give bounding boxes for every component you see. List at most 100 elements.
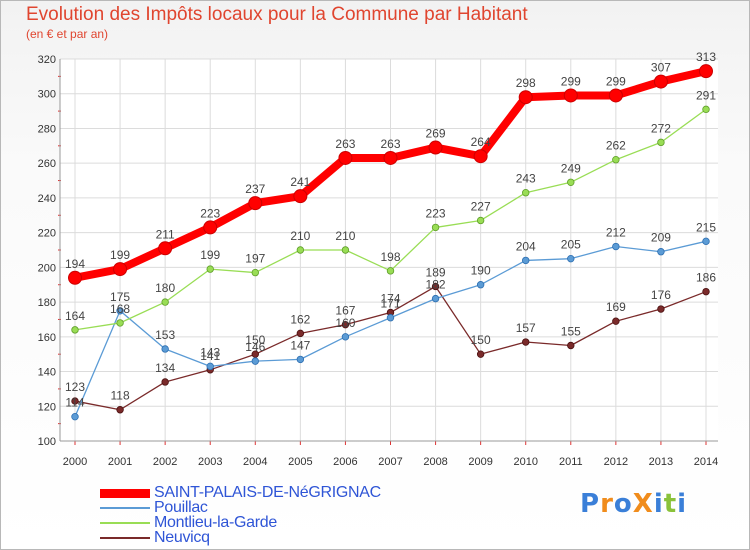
y-tick-label: 220 (38, 228, 56, 240)
logo-letter: P (580, 489, 601, 519)
x-tick-label: 2001 (108, 456, 132, 468)
data-point (251, 357, 259, 365)
data-point (341, 246, 350, 254)
data-label: 180 (155, 281, 175, 295)
x-tick-label: 2013 (649, 456, 673, 468)
data-point (116, 307, 124, 315)
y-tick-label: 240 (38, 193, 56, 205)
data-label: 160 (335, 316, 355, 330)
data-label: 249 (561, 161, 581, 175)
data-label: 174 (380, 292, 400, 306)
data-label: 164 (65, 309, 85, 323)
data-point (161, 345, 169, 353)
data-label: 205 (561, 238, 581, 252)
data-point (71, 412, 79, 421)
legend-label: Montlieu-la-Garde (154, 514, 277, 531)
data-point (612, 317, 620, 325)
data-point (657, 248, 665, 256)
logo-letter: o (613, 489, 633, 519)
data-label: 263 (380, 137, 400, 151)
data-label: 210 (290, 229, 310, 243)
series-1 (71, 237, 710, 421)
x-tick-label: 2007 (378, 456, 402, 468)
data-point (431, 223, 440, 232)
x-tick-label: 2009 (468, 456, 492, 468)
line-chart: 100 120 140 160 180 200 220 240 260 280 300 320 2000… (38, 50, 719, 468)
y-tick-label: 260 (38, 158, 56, 170)
data-label: 182 (426, 278, 446, 292)
data-label: 114 (65, 396, 84, 410)
data-point (608, 88, 623, 103)
data-point (567, 341, 575, 350)
data-label: 272 (651, 121, 671, 135)
logo-letter: X (632, 489, 654, 519)
series-layer (68, 64, 713, 421)
data-point (476, 281, 485, 289)
data-label: 141 (200, 349, 220, 363)
data-label: 269 (426, 127, 446, 141)
data-point (161, 378, 169, 386)
data-point (386, 267, 395, 275)
data-label: 147 (290, 338, 310, 352)
data-point (248, 196, 263, 211)
chart-title: Evolution des Impôts locaux pour la Comm… (26, 4, 528, 25)
data-label: 307 (651, 61, 671, 75)
data-label: 198 (380, 250, 400, 264)
data-label: 313 (696, 50, 716, 64)
data-label: 194 (65, 257, 85, 271)
legend-swatch (100, 507, 150, 509)
x-tick-label: 2008 (423, 456, 447, 468)
data-label: 143 (200, 345, 220, 359)
data-point (203, 220, 218, 235)
data-point (296, 329, 305, 338)
data-point (522, 256, 530, 265)
legend-swatch (100, 522, 150, 524)
y-tick-label: 200 (38, 262, 56, 274)
data-point (522, 338, 530, 346)
data-point (296, 246, 305, 254)
data-point (296, 355, 305, 364)
y-tick-label: 100 (38, 436, 56, 448)
legend-label: SAINT-PALAIS-DE-NéGRIGNAC (154, 484, 381, 501)
logo-letter: t (663, 489, 678, 519)
data-point (657, 305, 665, 313)
data-label: 150 (471, 333, 491, 347)
data-label: 199 (200, 248, 220, 262)
x-tick-label: 2014 (694, 456, 718, 468)
x-tick-label: 2003 (198, 456, 222, 468)
data-label: 197 (245, 252, 265, 266)
data-point (612, 156, 620, 164)
data-label: 186 (696, 271, 716, 285)
data-point (702, 105, 710, 114)
data-label: 298 (516, 76, 536, 90)
data-point (341, 320, 350, 329)
data-label: 171 (380, 297, 400, 311)
data-label: 155 (561, 325, 581, 339)
data-label: 162 (290, 312, 310, 326)
data-point (431, 282, 440, 291)
data-point (567, 178, 575, 186)
data-label: 243 (516, 172, 536, 186)
logo-letter: i (653, 489, 664, 519)
data-point (386, 314, 395, 322)
data-label: 210 (335, 229, 355, 243)
data-point (473, 149, 488, 164)
data-point (476, 350, 485, 358)
y-tick-label: 120 (38, 401, 56, 413)
y-tick-label: 180 (38, 297, 56, 309)
data-label: 123 (65, 380, 85, 394)
data-point (428, 140, 443, 155)
data-point (206, 362, 214, 371)
data-label: 209 (651, 231, 671, 245)
data-label: 190 (471, 264, 491, 278)
data-point (563, 88, 578, 103)
data-point (68, 270, 82, 285)
data-point (702, 287, 710, 296)
y-tick-label: 320 (38, 54, 56, 66)
data-label: 150 (245, 333, 265, 347)
data-label: 241 (290, 175, 310, 189)
proxiti-logo: ProXiti (580, 489, 687, 519)
x-tick-label: 2000 (63, 456, 87, 468)
x-tick-label: 2010 (513, 456, 537, 468)
x-tick-label: 2011 (559, 456, 583, 468)
